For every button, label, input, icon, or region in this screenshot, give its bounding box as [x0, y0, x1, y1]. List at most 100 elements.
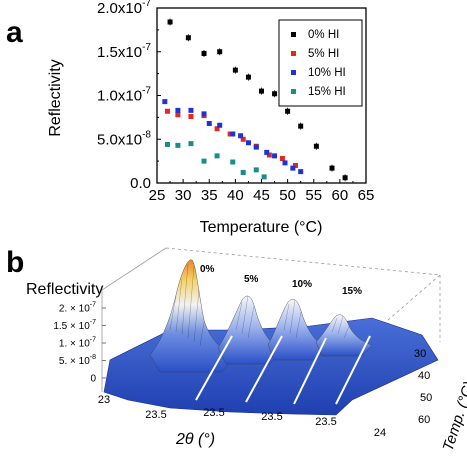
data-point-5-hi	[164, 108, 170, 114]
legend-swatch	[291, 32, 296, 37]
data-point-0-hi	[232, 67, 238, 73]
data-point-5-hi	[227, 131, 233, 137]
data-point-0-hi	[313, 143, 319, 149]
data-point-15-hi	[201, 158, 207, 164]
z-tick-exponent: -7	[90, 302, 96, 309]
y-tick-label-b: 30	[414, 348, 426, 360]
data-point-15-hi	[240, 170, 246, 175]
data-point-15-hi	[230, 159, 236, 165]
x-ticks-a: 25 30 35 40 45 50 55 60 65	[149, 179, 375, 204]
surface-peaks	[149, 259, 373, 405]
legend-a: 0% HI 5% HI 10% HI 15% HI	[278, 19, 363, 107]
x-tick-label-b: 23.5	[261, 411, 282, 423]
z-axis-label-b: Reflectivity	[26, 281, 103, 298]
data-point-0-hi	[245, 74, 251, 80]
z-tick-mantissa: 1. × 10	[59, 339, 90, 350]
y-tick-label: 0.0	[130, 175, 151, 192]
surface-base	[103, 317, 439, 416]
data-point-15-hi	[188, 141, 194, 147]
data-point-10-hi	[290, 165, 296, 171]
data-point-15-hi	[164, 142, 170, 147]
data-point-5-hi	[266, 152, 272, 158]
x-tick-label: 45	[253, 187, 270, 204]
box-edges	[101, 247, 441, 392]
data-point-10-hi	[188, 107, 194, 113]
z-tick-mantissa: 0	[90, 374, 96, 385]
legend-label: 10% HI	[308, 67, 346, 79]
z-tick-exponent: -7	[90, 319, 96, 326]
y-tick-label-b: 60	[418, 414, 430, 426]
y-tick-exponent: -7	[142, 0, 151, 9]
y-tick-label: 2.0x10-7	[97, 0, 151, 17]
data-point-5-hi	[292, 163, 298, 168]
surface-label-15: 15%	[342, 286, 362, 297]
y-tick-label: 1.5x10-7	[97, 42, 151, 61]
x-tick-label-b: 23.5	[203, 407, 224, 419]
y-tick-exponent: -8	[142, 129, 151, 140]
x-ticks-b: 23 23.5 23.5 23.5 23.5 24	[98, 394, 386, 439]
data-point-10-hi	[238, 133, 244, 139]
x-tick-label: 60	[332, 187, 349, 204]
x-tick-label-b: 23.5	[145, 409, 166, 421]
x-axis-label-b: 2θ (°)	[175, 431, 215, 448]
data-point-15-hi	[175, 142, 181, 148]
surface-label-10: 10%	[292, 279, 312, 290]
surface-label-0: 0%	[200, 264, 215, 275]
y-tick-mantissa: 5.0x10	[97, 131, 142, 148]
z-tick-exponent: -7	[90, 337, 96, 344]
data-point-0-hi	[167, 19, 173, 25]
data-point-0-hi	[285, 108, 291, 114]
data-point-10-hi	[206, 121, 212, 126]
data-points-a	[162, 18, 348, 182]
z-tick-mantissa: 2. × 10	[59, 304, 90, 315]
x-tick-label: 50	[279, 187, 296, 204]
data-point-5-hi	[214, 126, 220, 132]
y-tick-label-b: 50	[420, 392, 432, 404]
data-point-15-hi	[214, 153, 220, 159]
y-tick-mantissa: 1.5x10	[97, 44, 142, 61]
x-axis-label-a: Temperature (°C)	[200, 219, 323, 236]
data-point-0-hi	[201, 51, 207, 56]
x-tick-label: 65	[358, 187, 375, 204]
data-point-15-hi	[261, 174, 267, 180]
legend-label: 5% HI	[308, 48, 339, 60]
y-ticks-b: 30 40 50 60	[414, 348, 432, 426]
data-point-5-hi	[188, 114, 194, 119]
x-tick-label-b: 23.5	[315, 416, 336, 428]
data-point-10-hi	[282, 160, 288, 166]
data-point-10-hi	[162, 99, 168, 105]
y-ticks-a: 0.05.0x10-81.0x10-71.5x10-72.0x10-7	[97, 0, 161, 192]
data-point-10-hi	[298, 169, 304, 175]
data-point-0-hi	[185, 35, 191, 41]
x-tick-label-b: 23	[98, 394, 110, 406]
legend-swatch	[291, 70, 296, 75]
z-tick-label: 0	[90, 374, 96, 385]
y-axis-label-b: Temp. (°C)	[440, 379, 467, 453]
data-point-5-hi	[175, 112, 181, 118]
panel-a-label: a	[6, 16, 23, 49]
data-point-10-hi	[253, 144, 259, 150]
data-point-0-hi	[259, 88, 264, 94]
z-tick-mantissa: 1.5 × 10	[53, 321, 90, 332]
x-tick-label: 35	[201, 187, 218, 204]
panel-a-chart: 25 30 35 40 45 50 55 60 65 0.05.0x10-81.0x10-71.…	[47, 0, 374, 236]
data-point-10-hi	[230, 131, 236, 137]
data-point-0-hi	[342, 175, 348, 181]
data-point-10-hi	[175, 107, 181, 113]
y-tick-mantissa: 2.0x10	[97, 0, 142, 17]
x-tick-label: 55	[305, 187, 322, 204]
data-point-0-hi	[298, 123, 304, 129]
z-tick-mantissa: 5. × 10	[59, 356, 90, 367]
z-tick-label: 1.5 × 10-7	[53, 319, 96, 332]
y-tick-label: 1.0x10-7	[97, 86, 151, 105]
legend-entries: 0% HI 5% HI 10% HI 15% HI	[291, 29, 346, 98]
z-tick-label: 1. × 10-7	[59, 337, 96, 350]
y-tick-exponent: -7	[142, 42, 151, 53]
panel-b-label: b	[6, 246, 24, 279]
data-point-0-hi	[272, 91, 278, 97]
y-tick-mantissa: 1.0x10	[97, 88, 142, 105]
data-point-10-hi	[245, 140, 251, 146]
surface-label-5: 5%	[244, 274, 259, 285]
z-ticks-b: 05. × 10-81. × 10-71.5 × 10-72. × 10-7	[53, 302, 106, 385]
